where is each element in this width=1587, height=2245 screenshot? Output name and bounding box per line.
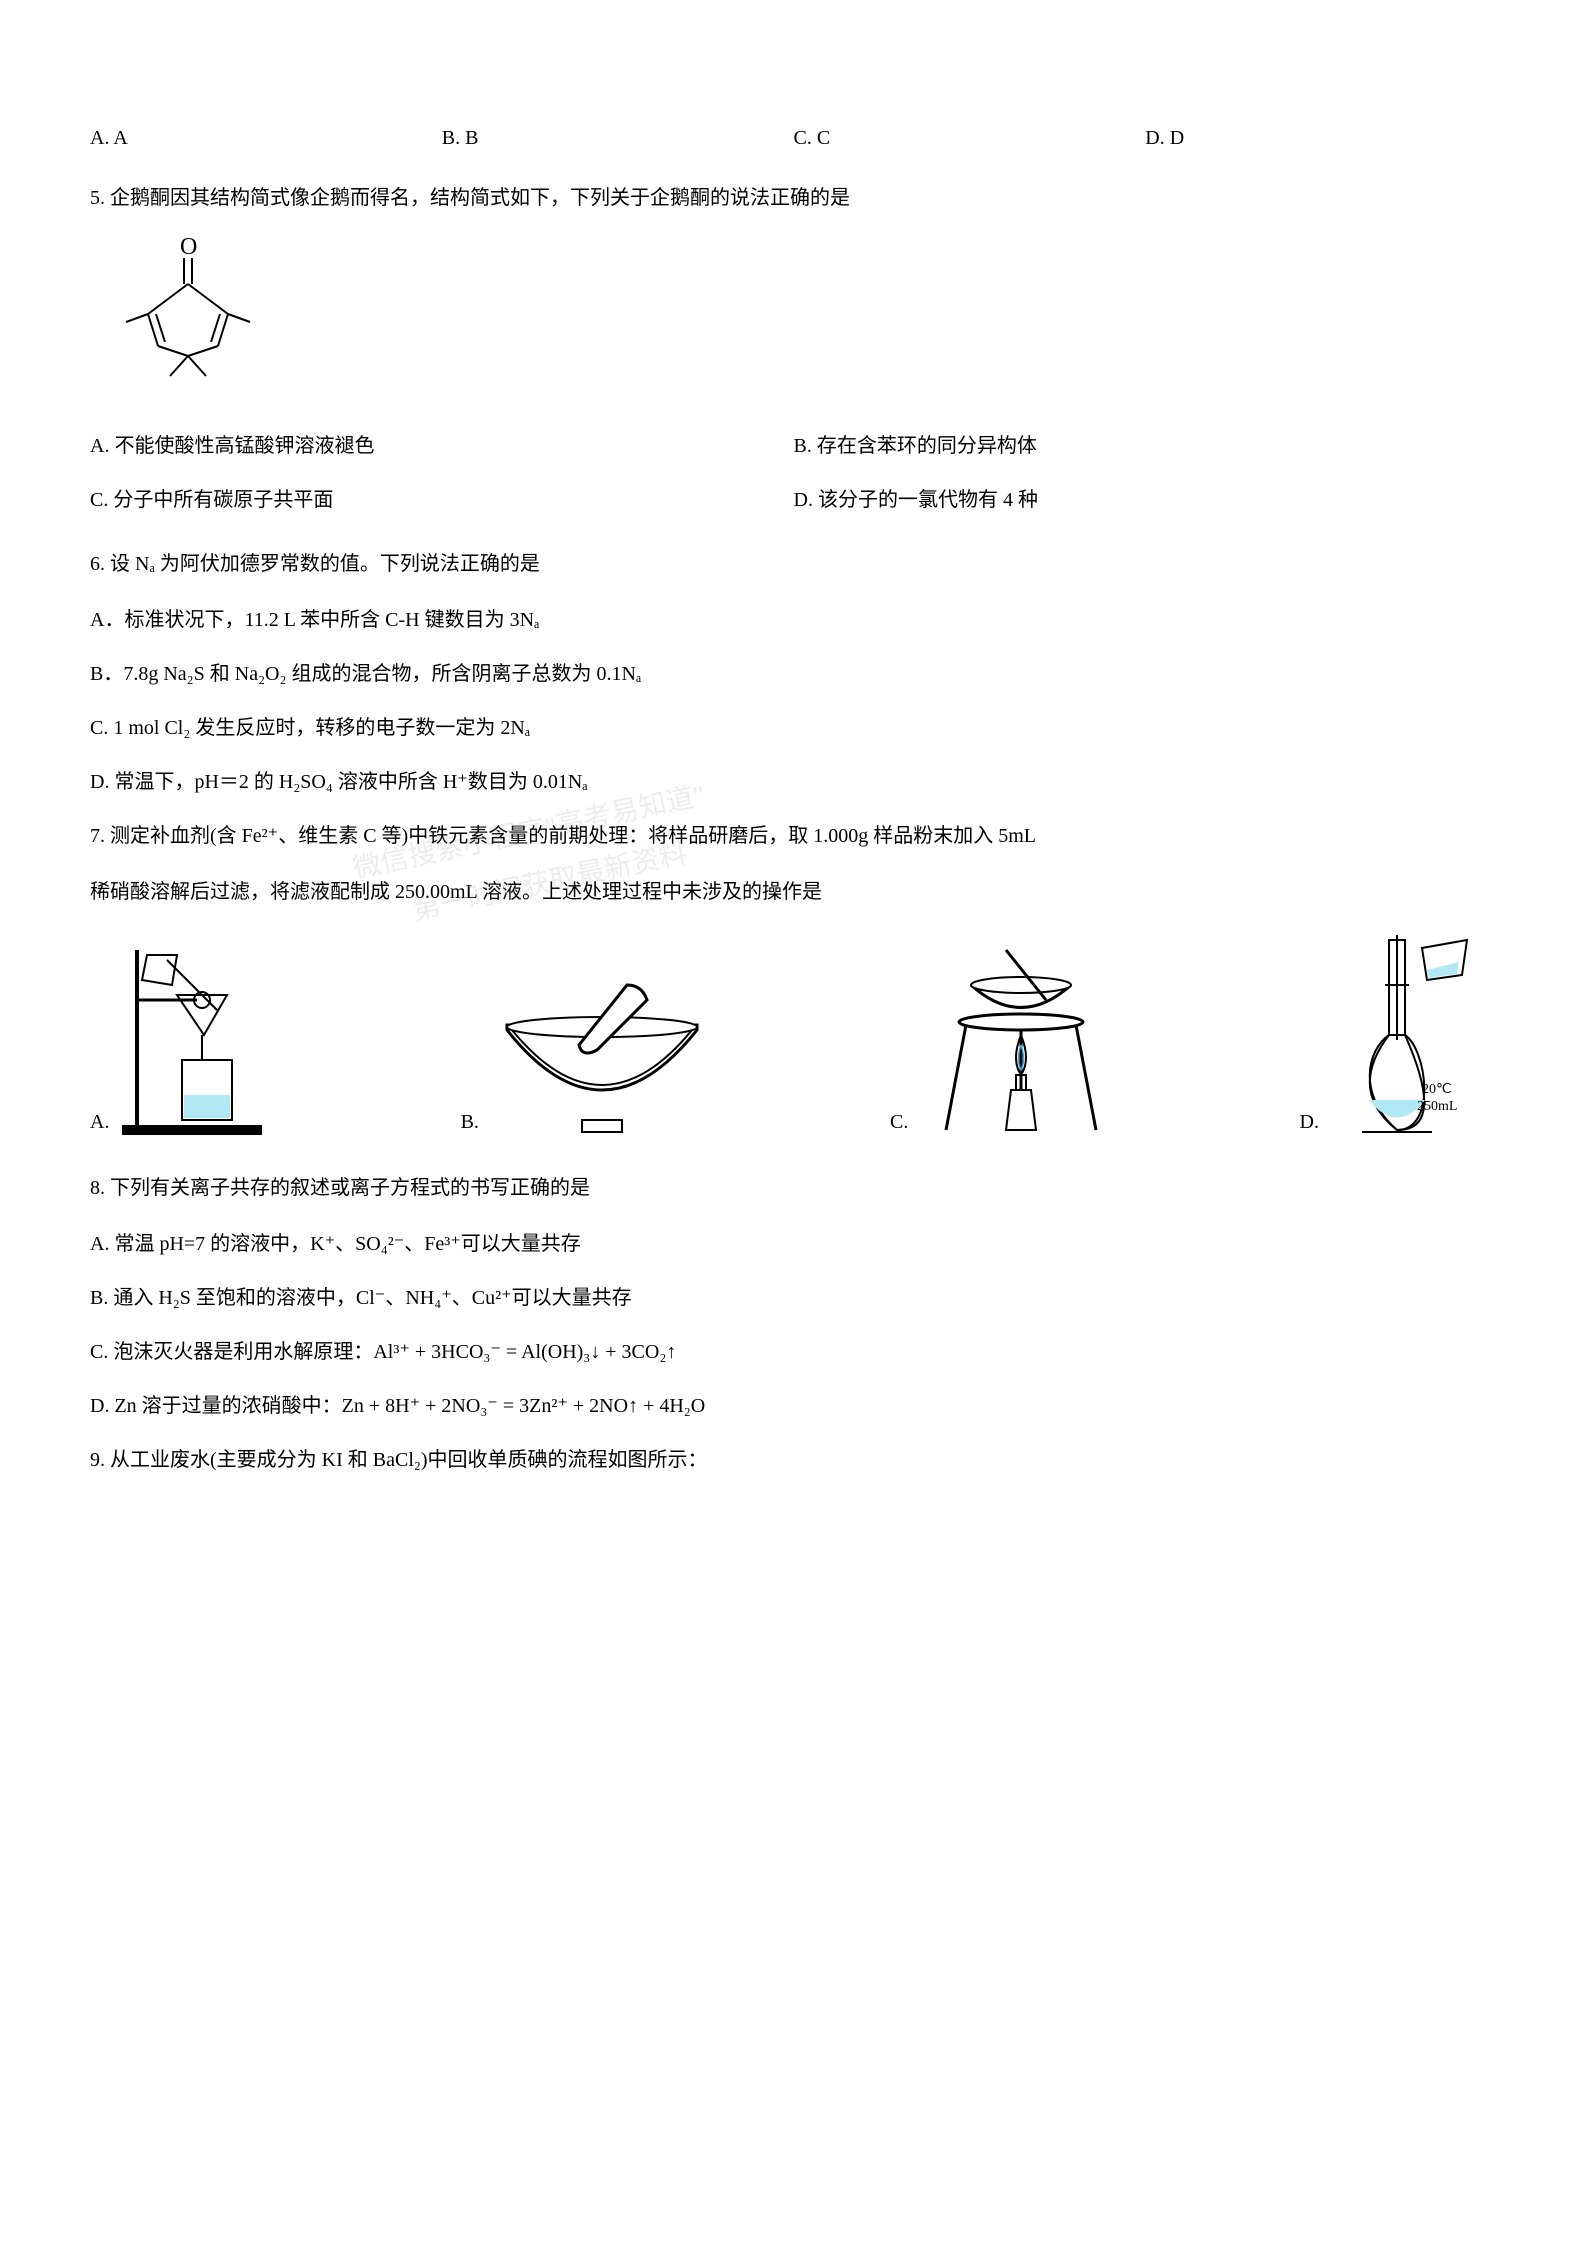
q5-option-d: D. 该分子的一氯代物有 4 种 [794,482,1498,518]
q7-apparatus-c: C. [890,930,1126,1140]
q5-molecule-diagram: O [110,236,1497,398]
q4-option-b: B. B [442,120,794,156]
q8-option-b: B. 通入 H₂S 至饱和的溶液中，Cl⁻、NH₄⁺、Cu²⁺可以大量共存 [90,1280,1497,1316]
q4-option-a: A. A [90,120,442,156]
q7-label-b: B. [461,1104,479,1140]
q7-label-c: C. [890,1104,908,1140]
q6-stem: 6. 设 Nₐ 为阿伏加德罗常数的值。下列说法正确的是 [90,546,1497,582]
q5-stem: 5. 企鹅酮因其结构简式像企鹅而得名，结构简式如下，下列关于企鹅酮的说法正确的是 [90,180,1497,216]
q8-option-d: D. Zn 溶于过量的浓硝酸中：Zn + 8H⁺ + 2NO₃⁻ = 3Zn²⁺… [90,1388,1497,1424]
q6-option-a: A．标准状况下，11.2 L 苯中所含 C-H 键数目为 3Nₐ [90,602,1497,638]
q6-option-c: C. 1 mol Cl₂ 发生反应时，转移的电子数一定为 2Nₐ [90,710,1497,746]
q5-option-a: A. 不能使酸性高锰酸钾溶液褪色 [90,428,794,464]
filtration-icon [117,940,287,1140]
oxygen-atom-label: O [180,236,197,260]
mortar-pestle-icon [487,980,717,1140]
q5-option-b: B. 存在含苯环的同分异构体 [794,428,1498,464]
q6-option-b: B．7.8g Na₂S 和 Na₂O₂ 组成的混合物，所含阴离子总数为 0.1N… [90,656,1497,692]
q7-label-d: D. [1300,1104,1319,1140]
flask-vol-label: 250mL [1417,1099,1457,1114]
q5-options: A. 不能使酸性高锰酸钾溶液褪色 B. 存在含苯环的同分异构体 C. 分子中所有… [90,428,1497,536]
q6-option-d: D. 常温下，pH＝2 的 H₂SO₄ 溶液中所含 H⁺数目为 0.01Nₐ [90,764,1497,800]
q5-option-c: C. 分子中所有碳原子共平面 [90,482,794,518]
q9-stem: 9. 从工业废水(主要成分为 KI 和 BaCl₂)中回收单质碘的流程如图所示： [90,1442,1497,1478]
q7-apparatus-d: D. 20℃ 250mL [1300,930,1497,1140]
q7-apparatus-a: A. [90,940,287,1140]
q7-label-a: A. [90,1104,109,1140]
q4-option-c: C. C [794,120,1146,156]
q4-option-d: D. D [1145,120,1497,156]
volumetric-flask-icon: 20℃ 250mL [1327,930,1497,1140]
q8-option-a: A. 常温 pH=7 的溶液中，K⁺、SO₄²⁻、Fe³⁺可以大量共存 [90,1226,1497,1262]
q7-stem-line2: 稀硝酸溶解后过滤，将滤液配制成 250.00mL 溶液。上述处理过程中未涉及的操… [90,874,1497,910]
q8-stem: 8. 下列有关离子共存的叙述或离子方程式的书写正确的是 [90,1170,1497,1206]
q7-stem-line1: 7. 测定补血剂(含 Fe²⁺、维生素 C 等)中铁元素含量的前期处理：将样品研… [90,818,1497,854]
evaporation-icon [916,930,1126,1140]
q7-apparatus-row: A. B. C. [90,930,1497,1140]
q8-option-c: C. 泡沫灭火器是利用水解原理：Al³⁺ + 3HCO₃⁻ = Al(OH)₃↓… [90,1334,1497,1370]
q7-apparatus-b: B. [461,980,717,1140]
q4-options-row: A. A B. B C. C D. D [90,120,1497,156]
flask-temp-label: 20℃ [1422,1082,1452,1097]
